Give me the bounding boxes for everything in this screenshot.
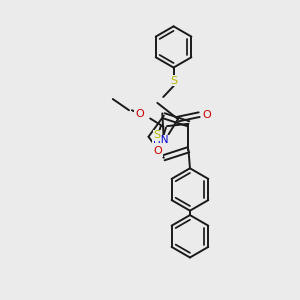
Text: HN: HN: [153, 135, 168, 145]
Text: S: S: [170, 76, 177, 86]
Text: S: S: [153, 130, 160, 140]
Text: O: O: [202, 110, 211, 120]
Text: O: O: [154, 146, 163, 156]
Text: O: O: [135, 109, 144, 119]
